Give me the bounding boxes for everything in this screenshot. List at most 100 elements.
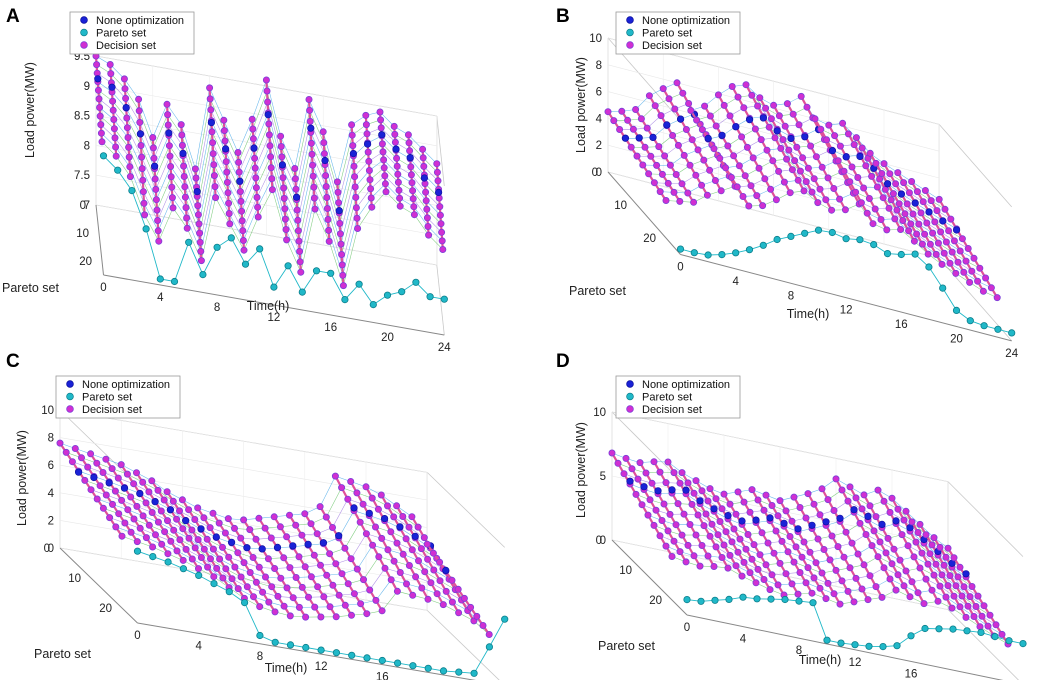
decision-set-point bbox=[964, 244, 972, 252]
decision-set-point bbox=[754, 565, 762, 573]
decision-set-point bbox=[910, 553, 918, 561]
decision-set-point bbox=[940, 561, 948, 569]
decision-set-point bbox=[425, 231, 433, 239]
decision-set-point bbox=[650, 521, 658, 529]
decision-set-point bbox=[366, 586, 374, 594]
decision-set-point bbox=[892, 586, 900, 594]
decision-set-point bbox=[778, 537, 786, 545]
decision-set-point bbox=[206, 555, 214, 563]
decision-set-point bbox=[785, 146, 793, 154]
decision-set-point bbox=[822, 595, 830, 603]
z-tick-label: 0 bbox=[48, 543, 54, 555]
decision-set-point bbox=[163, 517, 171, 525]
none-optimization-point bbox=[212, 533, 220, 541]
decision-set-point bbox=[698, 181, 706, 189]
decision-set-point bbox=[751, 125, 759, 133]
decision-set-point bbox=[178, 131, 186, 139]
decision-set-point bbox=[194, 202, 202, 210]
decision-set-point bbox=[914, 529, 922, 537]
decision-set-point bbox=[816, 584, 824, 592]
decision-set-point bbox=[753, 192, 761, 200]
pareto-set-point bbox=[991, 632, 999, 641]
decision-set-point bbox=[760, 576, 768, 584]
decision-connection-line bbox=[253, 112, 269, 149]
none-optimization-point bbox=[640, 483, 648, 491]
decision-set-point bbox=[164, 550, 172, 558]
decision-set-point bbox=[212, 194, 220, 202]
pareto-set-point bbox=[470, 669, 478, 677]
none-optimization-point bbox=[794, 525, 802, 533]
decision-set-point bbox=[808, 188, 816, 196]
decision-set-point bbox=[658, 517, 666, 525]
pareto-tick-label: 20 bbox=[99, 603, 112, 615]
decision-set-point bbox=[97, 129, 105, 137]
decision-set-point bbox=[929, 229, 937, 237]
decision-set-point bbox=[96, 482, 104, 490]
decision-set-point bbox=[696, 562, 704, 570]
decision-set-point bbox=[793, 143, 801, 151]
decision-set-point bbox=[353, 214, 361, 222]
decision-set-point bbox=[610, 117, 618, 125]
decision-set-point bbox=[922, 575, 930, 583]
decision-set-point bbox=[653, 161, 661, 169]
decision-set-point bbox=[645, 92, 653, 100]
decision-set-point bbox=[153, 206, 161, 214]
floor-right-edge bbox=[436, 264, 445, 336]
none-optimization-point bbox=[962, 570, 970, 578]
decision-set-point bbox=[724, 142, 732, 150]
decision-connection-line bbox=[227, 182, 242, 212]
decision-connection-line bbox=[284, 208, 300, 242]
pareto-set-point bbox=[185, 238, 193, 246]
time-tick-label: 0 bbox=[134, 630, 140, 642]
decision-set-point bbox=[395, 186, 403, 194]
pareto-set-line bbox=[137, 550, 506, 674]
decision-set-point bbox=[811, 115, 819, 123]
none-optimization-point bbox=[250, 144, 258, 152]
decision-set-point bbox=[313, 530, 321, 538]
legend-pareto-set-label: Pareto set bbox=[642, 391, 692, 403]
plot-area bbox=[608, 449, 1027, 651]
decision-connection-line bbox=[282, 167, 297, 200]
decision-set-point bbox=[196, 229, 204, 237]
decision-set-point bbox=[422, 197, 430, 205]
decision-set-point bbox=[255, 514, 263, 522]
decision-set-point bbox=[220, 116, 228, 124]
decision-set-point bbox=[352, 193, 360, 201]
decision-set-point bbox=[698, 542, 706, 550]
decision-set-point bbox=[765, 123, 773, 131]
decision-set-point bbox=[710, 563, 718, 571]
decision-set-point bbox=[292, 185, 300, 193]
pareto-set-point bbox=[412, 278, 420, 286]
decision-set-point bbox=[436, 203, 444, 211]
decision-set-point bbox=[756, 551, 764, 559]
panel-letter: A bbox=[6, 6, 20, 27]
decision-set-point bbox=[796, 503, 804, 511]
decision-set-point bbox=[109, 500, 117, 508]
decision-set-point bbox=[118, 532, 126, 540]
time-tick-label: 8 bbox=[788, 290, 794, 302]
panel-letter: C bbox=[6, 351, 20, 372]
decision-set-point bbox=[106, 514, 114, 522]
decision-set-point bbox=[410, 203, 418, 211]
decision-set-point bbox=[256, 603, 264, 611]
decision-set-point bbox=[674, 141, 682, 149]
decision-set-point bbox=[830, 184, 838, 192]
decision-set-point bbox=[774, 581, 782, 589]
decision-set-point bbox=[718, 505, 726, 513]
pareto-set-point bbox=[225, 588, 233, 596]
pareto-set-point bbox=[879, 642, 887, 651]
decision-set-point bbox=[962, 257, 970, 265]
decision-set-point bbox=[716, 154, 724, 162]
right-top-edge bbox=[436, 115, 445, 187]
decision-set-point bbox=[154, 227, 162, 235]
decision-connection-line bbox=[124, 88, 140, 111]
decision-set-point bbox=[716, 518, 724, 526]
decision-set-point bbox=[794, 590, 802, 598]
decision-set-point bbox=[434, 177, 442, 185]
decision-set-point bbox=[743, 143, 751, 151]
decision-set-point bbox=[894, 571, 902, 579]
pareto-set-point bbox=[179, 565, 187, 573]
decision-set-point bbox=[634, 475, 642, 483]
decision-set-point bbox=[910, 237, 918, 245]
decision-set-point bbox=[766, 586, 774, 594]
